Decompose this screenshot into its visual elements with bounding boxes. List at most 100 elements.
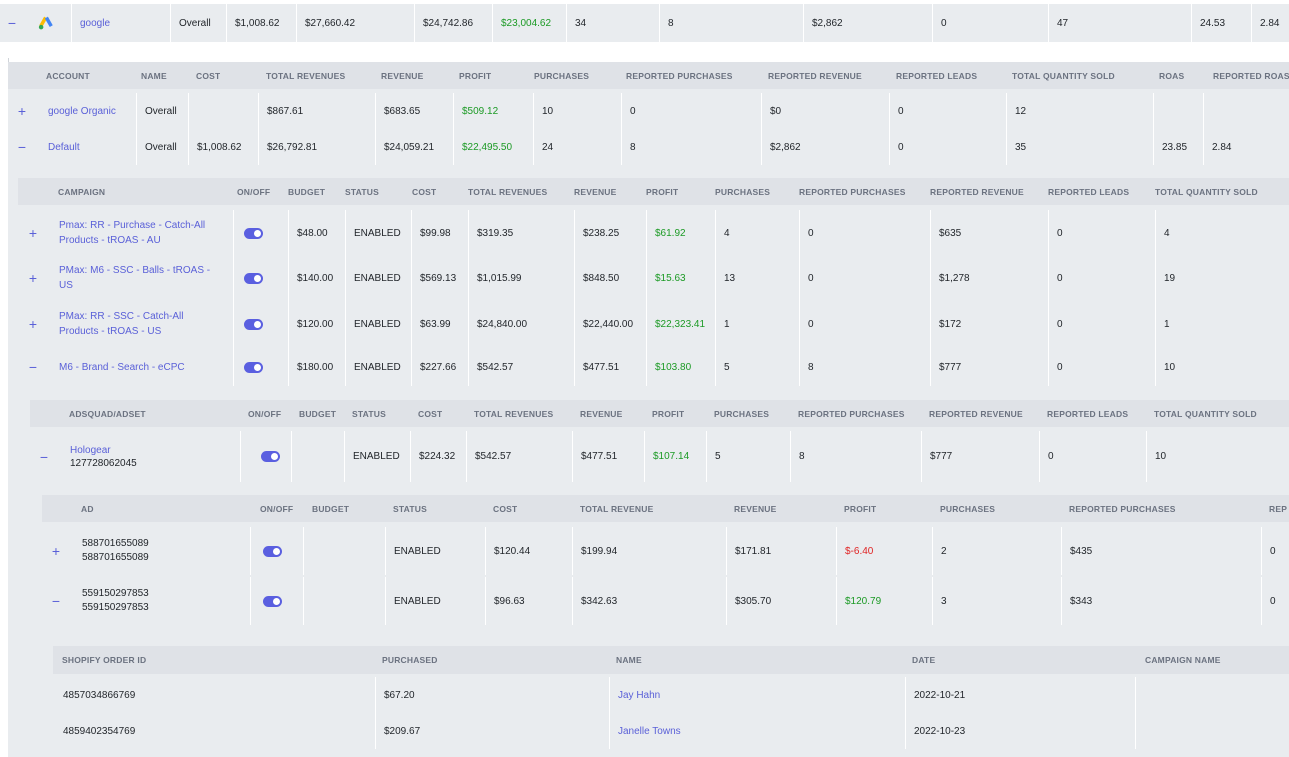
campaign-cost: $569.13 [411,256,468,300]
platform-cost: $1,008.62 [226,4,293,42]
campaign-name-link[interactable]: Pmax: RR - Purchase - Catch-All Products… [59,220,206,246]
column-header: TOTAL QUANTITY SOLD [1012,70,1115,81]
ad-row: + 588701655089 588701655089 ENABLED $120.4… [42,527,1289,575]
campaign-toggle-cell [233,256,288,300]
campaign-on-off-toggle[interactable] [244,227,263,239]
adsquad-on-off-toggle[interactable] [261,451,280,462]
order-id: 4859402354769 [63,725,136,737]
ad-budget [303,577,385,625]
ad-on-off-toggle[interactable] [263,595,282,607]
column-header: TOTAL QUANTITY SOLD [1154,408,1257,419]
column-header: REPORTED ROAS [1213,70,1289,81]
ad-id: 559150297853 [82,588,149,599]
account-reported-roas [1203,93,1289,129]
campaign-on-off-toggle[interactable] [244,272,263,284]
campaign-toggle-cell [233,210,288,256]
ad-purchases: 3 [932,577,1061,625]
ad-status: ENABLED [385,527,485,575]
column-header: NAME [616,655,642,665]
account-purchases: 10 [533,93,621,129]
campaign-purchases: 4 [715,210,799,256]
collapse-button[interactable]: − [17,139,27,155]
account-name-link[interactable]: google Organic [48,105,116,117]
adsquad-toggle-cell [240,431,291,482]
platform-scope: Overall [170,4,226,42]
platform-name-link[interactable]: google [71,4,166,42]
ad-budget [303,527,385,575]
column-header: REPORTED REVENUE [929,408,1023,419]
campaign-toggle-cell [233,348,288,386]
campaign-total-quantity-sold: 19 [1155,256,1276,300]
account-name-link[interactable]: Default [48,141,80,153]
campaign-on-off-toggle[interactable] [244,361,263,373]
campaign-row: + Pmax: RR - Purchase - Catch-All Product… [18,210,1289,256]
expand-button[interactable]: + [17,103,27,119]
ads-header: AD ON/OFF BUDGET STATUS COST TOTAL REVEN… [42,495,1289,522]
order-customer-link[interactable]: Jay Hahn [609,677,905,713]
adsquad-cost: $224.32 [410,431,466,482]
column-header: TOTAL QUANTITY SOLD [1155,186,1258,197]
ad-reported-purchases: $343 [1061,577,1261,625]
expand-button[interactable]: + [28,316,38,332]
ad-cost: $120.44 [485,527,572,575]
order-id: 4857034866769 [63,689,136,701]
column-header: STATUS [345,186,379,197]
campaign-cost: $63.99 [411,300,468,348]
expand-button[interactable]: + [51,543,61,559]
ad-on-off-toggle[interactable] [263,545,282,557]
order-customer-link[interactable]: Janelle Towns [609,713,905,749]
expand-button[interactable]: + [28,270,38,286]
column-header: PURCHASES [715,186,771,197]
campaign-purchases: 13 [715,256,799,300]
account-cost: $1,008.62 [188,129,258,165]
collapse-button[interactable]: − [51,593,61,609]
platform-reported-roas: 2.84 [1251,4,1289,42]
column-header: COST [412,186,437,197]
campaign-total-quantity-sold: 4 [1155,210,1276,256]
adsquad-name-link[interactable]: Hologear [70,444,111,456]
ad-row: − 559150297853 559150297853 ENABLED $96.63… [42,577,1289,625]
adsquad-total-revenues: $542.57 [466,431,572,482]
collapse-button[interactable]: − [7,15,17,31]
column-header: PURCHASED [382,655,438,665]
campaign-revenue: $22,440.00 [574,300,646,348]
column-header: REPORTED LEADS [896,70,978,81]
column-header: TOTAL REVENUES [266,70,346,81]
campaign-cost: $227.66 [411,348,468,386]
adsquad-total-quantity-sold: 10 [1146,431,1289,482]
column-header: REPORTED REVENUE [768,70,862,81]
campaign-row: + PMax: RR - SSC - Catch-All Products - t… [18,300,1289,348]
adsquad-budget [291,431,344,482]
campaign-budget: $180.00 [288,348,345,386]
campaign-reported-purchases: 0 [799,300,930,348]
ad-toggle-cell [250,577,303,625]
campaign-row: + PMax: M6 - SSC - Balls - tROAS - US $140… [18,256,1289,300]
campaign-name-link[interactable]: PMax: RR - SSC - Catch-All Products - tR… [59,311,184,337]
expand-button[interactable]: + [28,225,38,241]
column-header: REVENUE [381,70,424,81]
adsquad-reported-leads: 0 [1039,431,1146,482]
ad-id-cell: 588701655089 588701655089 [74,527,250,575]
column-header: PROFIT [459,70,492,81]
column-header: TOTAL REVENUES [468,186,548,197]
adsquad-reported-revenue: $777 [921,431,1039,482]
column-header: REPORTED LEADS [1047,408,1129,419]
campaign-reported-leads: 0 [1048,300,1155,348]
column-header: STATUS [352,408,386,419]
order-date: 2022-10-21 [905,677,1135,713]
campaign-reported-leads: 0 [1048,348,1155,386]
column-header: PURCHASES [534,70,590,81]
account-profit: $509.12 [453,93,533,129]
collapse-button[interactable]: − [39,448,49,465]
campaign-reported-purchases: 8 [799,348,930,386]
account-cost [188,93,258,129]
campaign-name-link[interactable]: PMax: M6 - SSC - Balls - tROAS - US [59,265,211,291]
platform-revenue: $24,742.86 [414,4,492,42]
collapse-button[interactable]: − [28,359,38,375]
platform-reported-leads: 0 [932,4,1048,42]
campaign-name-link[interactable]: M6 - Brand - Search - eCPC [59,361,185,373]
account-reported-purchases: 8 [621,129,761,165]
campaign-on-off-toggle[interactable] [244,318,263,330]
ad-cost: $96.63 [485,577,572,625]
account-reported-roas: 2.84 [1203,129,1289,165]
